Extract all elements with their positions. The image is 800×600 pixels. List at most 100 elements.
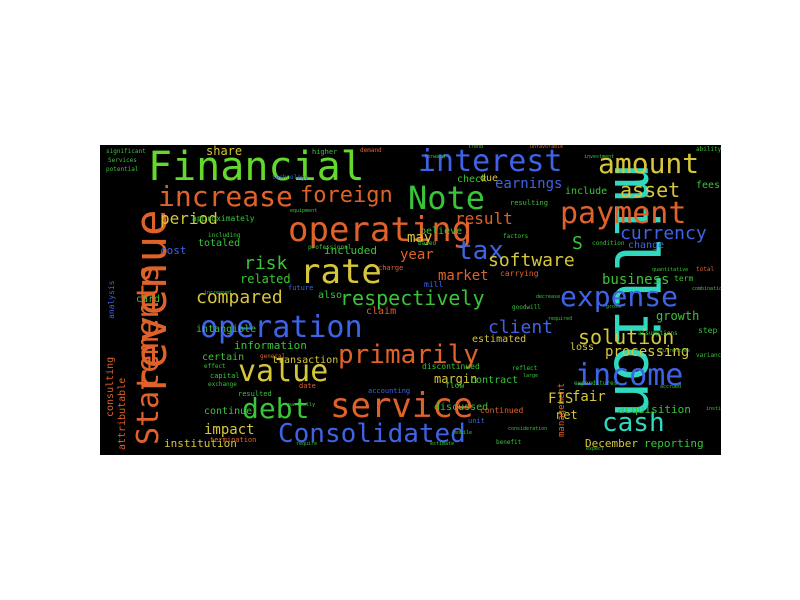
word: mobile xyxy=(454,430,473,436)
word: date xyxy=(299,382,316,390)
word: carrying xyxy=(500,269,539,278)
word: interest xyxy=(418,145,563,179)
word: goodwill xyxy=(512,304,541,311)
word: payment xyxy=(560,196,687,231)
word: Statements xyxy=(131,264,166,445)
word: reporting xyxy=(644,437,704,450)
word: term xyxy=(674,274,694,283)
word: result xyxy=(455,209,513,228)
word: service xyxy=(330,386,474,426)
word: accrued xyxy=(660,384,682,390)
word: effect xyxy=(204,363,226,370)
word: total xyxy=(696,266,715,273)
word: mill xyxy=(424,280,444,289)
word: rate xyxy=(300,252,382,292)
word: acquisition xyxy=(618,403,691,416)
word: potential xyxy=(106,166,139,173)
word: totaled xyxy=(198,238,241,249)
word: significant xyxy=(106,148,146,155)
word: higher xyxy=(312,148,338,156)
word: technology xyxy=(272,174,309,181)
word: general xyxy=(260,353,286,360)
word: year xyxy=(400,247,434,263)
word: trend xyxy=(468,145,484,150)
word: claim xyxy=(366,306,397,317)
word: compared xyxy=(196,287,283,308)
word: including xyxy=(208,232,241,239)
word: based xyxy=(418,240,437,247)
word: charge xyxy=(378,264,404,272)
word: processing xyxy=(605,344,690,360)
word: tax xyxy=(457,236,504,266)
word: foreign xyxy=(300,183,393,208)
word: software xyxy=(488,250,575,271)
word: benefit xyxy=(496,439,522,446)
word: net xyxy=(556,408,578,422)
word: related xyxy=(240,272,291,286)
word: future xyxy=(288,284,314,292)
word: gross xyxy=(606,304,622,310)
word: capital xyxy=(210,372,240,380)
word: reflect xyxy=(512,365,538,372)
word-cloud: million revenue Financial interest amoun… xyxy=(100,145,721,455)
word: share xyxy=(206,145,243,158)
word: quantitative xyxy=(652,267,689,273)
word: operating xyxy=(288,210,473,250)
word: ability xyxy=(696,146,721,153)
word: income xyxy=(575,358,684,393)
word: forward xyxy=(424,154,446,160)
word: also xyxy=(318,290,343,301)
word: estimated xyxy=(472,334,527,345)
word: debt xyxy=(242,392,310,425)
word: large xyxy=(523,373,539,379)
word: expenditures xyxy=(574,380,618,387)
word: consulting xyxy=(105,356,116,417)
word: December xyxy=(585,437,638,450)
word: variances xyxy=(696,352,721,359)
word: loss xyxy=(570,342,595,353)
word: solution xyxy=(578,325,675,349)
word: increase xyxy=(158,180,293,213)
word: exchange xyxy=(208,381,237,388)
word: factors xyxy=(503,233,529,240)
word: decrease xyxy=(536,294,561,300)
word: require xyxy=(296,441,318,447)
word: believe xyxy=(420,226,463,237)
word: card xyxy=(136,294,161,305)
word: continued xyxy=(480,406,524,415)
word: discontinued xyxy=(422,362,480,371)
word: Consolidated xyxy=(278,419,466,449)
word: unfavorable xyxy=(530,145,564,150)
word: Financial xyxy=(148,145,365,190)
word: continue xyxy=(204,406,253,417)
word: S xyxy=(572,233,583,254)
word: fair xyxy=(572,389,606,405)
word: fees xyxy=(696,180,721,191)
word: assumptions xyxy=(638,330,678,337)
word: partially xyxy=(288,402,316,408)
word: condition xyxy=(592,240,625,247)
word: resulted xyxy=(238,390,272,398)
word: include xyxy=(565,186,608,197)
word: currencies xyxy=(660,348,691,354)
word: discussed xyxy=(434,402,489,413)
word: cost xyxy=(160,244,187,257)
word: margin xyxy=(434,372,478,386)
word: professional xyxy=(308,244,352,251)
word: institutions xyxy=(706,406,721,412)
word: expense xyxy=(560,280,679,313)
word: FIS xyxy=(548,391,574,407)
word: growth xyxy=(656,309,700,323)
word: termination xyxy=(210,436,257,444)
word: impact xyxy=(204,422,255,438)
word: change xyxy=(628,240,665,251)
word: approximately xyxy=(192,214,255,223)
word: institution xyxy=(164,437,237,450)
word: investment xyxy=(584,154,615,160)
word: included xyxy=(324,244,377,257)
word: earnings xyxy=(495,176,563,192)
word: increased xyxy=(204,290,232,296)
word: information xyxy=(234,339,307,352)
word: may xyxy=(407,230,433,246)
word: certain xyxy=(202,352,245,363)
